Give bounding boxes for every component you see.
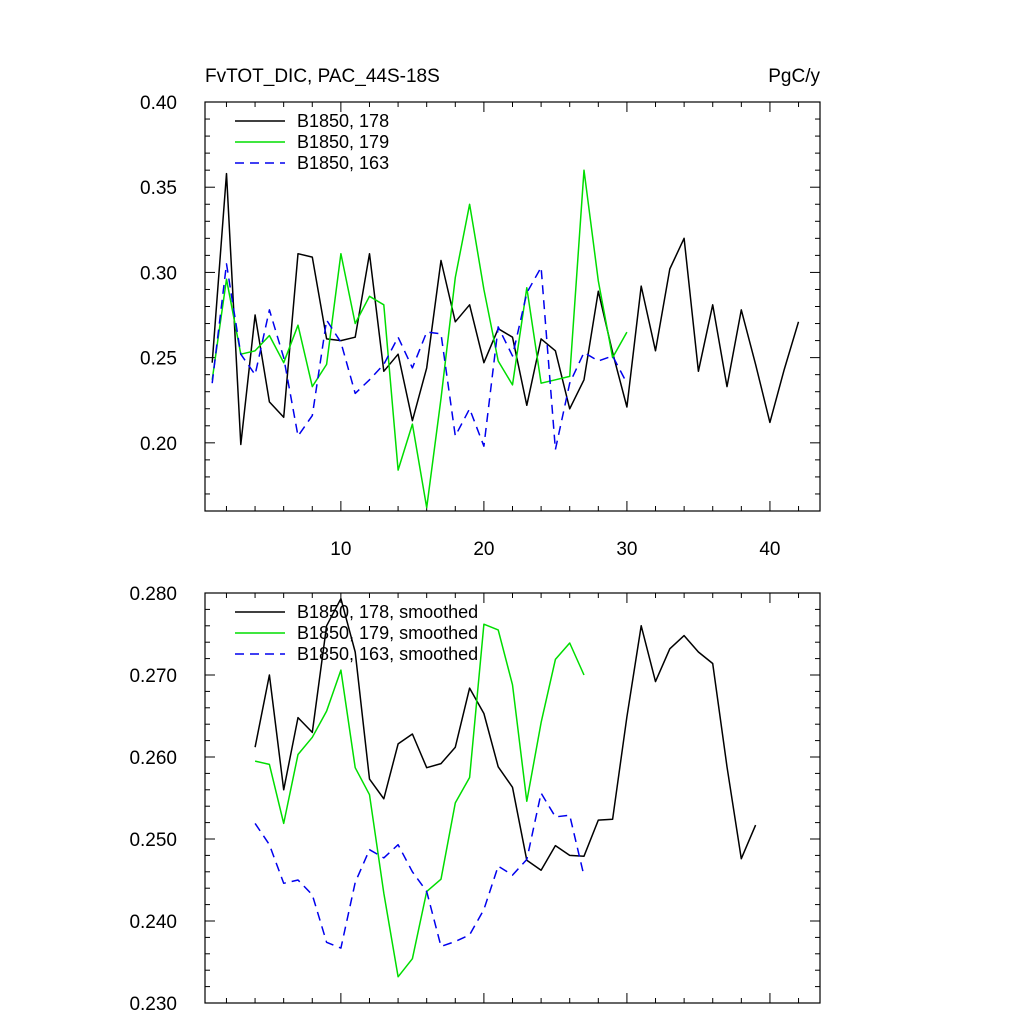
- top-legend-label-3: B1850, 163: [297, 153, 389, 173]
- bottom-axes: 0.280 0.270 0.260 0.250 0.240 0.230: [129, 584, 821, 1015]
- bottom-y-tick-label: 0.260: [129, 748, 177, 769]
- bottom-y-tick-label: 0.280: [129, 584, 177, 605]
- top-series-3-line: [211, 263, 628, 451]
- bottom-y-tick-label: 0.250: [129, 830, 177, 851]
- bottom-series-3-line: [254, 792, 585, 949]
- top-legend-label-2: B1850, 179: [297, 132, 389, 152]
- bottom-y-tick-label: 0.230: [129, 994, 177, 1015]
- top-series-1-line: [211, 172, 800, 446]
- top-y-tick-label: 0.30: [140, 263, 177, 284]
- bottom-panel: 0.280 0.270 0.260 0.250 0.240 0.230 B1850, 17…: [129, 584, 821, 1015]
- bottom-series-2-line: [254, 623, 585, 978]
- top-panel: FvTOT_DIC, PAC_44S-18S PgC/y 10 20 30 40 0.4…: [140, 66, 821, 560]
- bottom-plot-area: [254, 597, 757, 978]
- top-y-tick-label: 0.40: [140, 93, 177, 114]
- top-x-tick-label: 40: [759, 539, 780, 560]
- top-axes: 10 20 30 40 0.40 0.35 0.30 0.25 0.20: [140, 93, 821, 560]
- top-y-tick-label: 0.35: [140, 178, 177, 199]
- top-x-tick-label: 30: [616, 539, 637, 560]
- bottom-legend-label-1: B1850, 178, smoothed: [297, 602, 478, 622]
- top-x-tick-label: 20: [473, 539, 494, 560]
- top-plot-area: [211, 169, 800, 509]
- top-legend-label-1: B1850, 178: [297, 111, 389, 131]
- top-y-tick-label: 0.25: [140, 349, 177, 370]
- bottom-legend-label-3: B1850, 163, smoothed: [297, 644, 478, 664]
- top-series-2-line: [211, 169, 628, 509]
- bottom-legend-label-2: B1850, 179, smoothed: [297, 623, 478, 643]
- bottom-y-tick-label: 0.270: [129, 666, 177, 687]
- top-y-tick-label: 0.20: [140, 434, 177, 455]
- bottom-y-tick-label: 0.240: [129, 912, 177, 933]
- top-units: PgC/y: [768, 66, 820, 87]
- top-title: FvTOT_DIC, PAC_44S-18S: [205, 66, 440, 87]
- top-x-tick-label: 10: [330, 539, 351, 560]
- bottom-series-1-line: [254, 597, 757, 871]
